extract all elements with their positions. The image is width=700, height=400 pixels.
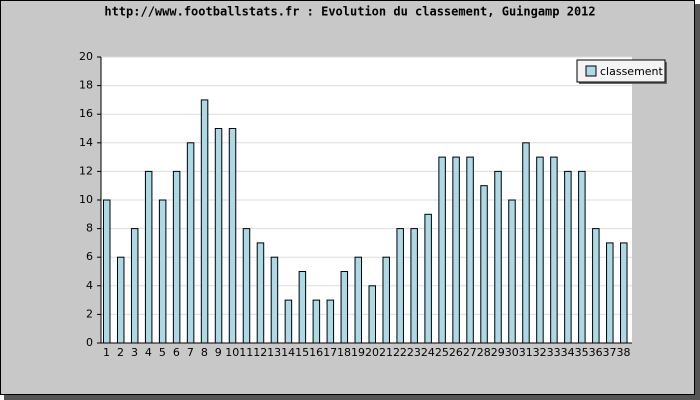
bar (396, 228, 404, 344)
x-tick-label: 9 (215, 346, 222, 359)
x-tick-label: 8 (201, 346, 208, 359)
bar (508, 199, 516, 344)
y-tick-label: 12 (79, 164, 93, 177)
legend-box (576, 59, 666, 83)
bar (466, 156, 474, 344)
bar (452, 156, 460, 344)
y-tick-label: 0 (86, 336, 93, 349)
x-tick-label: 24 (421, 346, 435, 359)
x-tick-label: 27 (463, 346, 477, 359)
x-tick-label: 30 (505, 346, 519, 359)
bar (354, 256, 363, 344)
x-tick-label: 13 (267, 346, 281, 359)
y-tick-label: 10 (79, 193, 93, 206)
bar (606, 242, 614, 344)
x-tick-label: 37 (603, 346, 617, 359)
bar (130, 228, 139, 344)
legend-label: classement (600, 65, 664, 78)
bar (438, 156, 446, 344)
bar (424, 213, 432, 344)
x-tick-label: 28 (477, 346, 491, 359)
x-tick-label: 19 (351, 346, 365, 359)
bar (564, 170, 572, 344)
x-tick-label: 29 (491, 346, 505, 359)
x-tick-label: 14 (281, 346, 295, 359)
y-tick-label: 2 (86, 307, 93, 320)
bar (158, 199, 167, 344)
bar (186, 142, 195, 344)
x-tick-label: 20 (365, 346, 379, 359)
bar (144, 170, 153, 344)
y-tick-label: 6 (86, 250, 93, 263)
y-tick-label: 20 (79, 50, 93, 63)
bar (480, 185, 488, 344)
x-tick-label: 18 (337, 346, 351, 359)
bar (382, 256, 390, 344)
y-tick-label: 4 (86, 279, 93, 292)
bar (228, 128, 237, 344)
x-tick-label: 12 (253, 346, 267, 359)
x-tick-label: 7 (187, 346, 194, 359)
bar (368, 285, 376, 344)
bar (103, 199, 111, 344)
x-tick-label: 16 (309, 346, 323, 359)
bar (536, 156, 544, 344)
x-tick-label: 31 (519, 346, 533, 359)
bar (312, 299, 321, 344)
x-tick-label: 6 (173, 346, 180, 359)
bar (172, 170, 181, 344)
x-tick-label: 21 (379, 346, 393, 359)
x-tick-label: 11 (239, 346, 253, 359)
bar (326, 299, 335, 344)
legend-swatch (585, 65, 597, 77)
x-tick-label: 32 (533, 346, 547, 359)
x-tick-label: 33 (547, 346, 561, 359)
x-tick-label: 3 (131, 346, 138, 359)
bar (578, 170, 586, 344)
x-tick-label: 38 (617, 346, 631, 359)
x-tick-label: 1 (103, 346, 110, 359)
x-tick-label: 22 (393, 346, 407, 359)
x-tick-label: 34 (561, 346, 575, 359)
bar (620, 242, 628, 344)
bar (592, 228, 600, 344)
x-tick-label: 35 (575, 346, 589, 359)
bar (550, 156, 558, 344)
bar (200, 99, 209, 344)
bar (340, 271, 349, 344)
x-tick-label: 2 (117, 346, 124, 359)
x-tick-label: 26 (449, 346, 463, 359)
bar (284, 299, 293, 344)
x-tick-label: 5 (159, 346, 166, 359)
bar (298, 271, 307, 344)
x-tick-label: 25 (435, 346, 449, 359)
bar (494, 170, 502, 344)
bar (270, 256, 279, 344)
bar (214, 128, 223, 344)
x-tick-label: 36 (589, 346, 603, 359)
x-tick-label: 17 (323, 346, 337, 359)
bar (256, 242, 265, 344)
y-tick-label: 18 (79, 79, 93, 92)
x-tick-label: 4 (145, 346, 152, 359)
x-tick-label: 10 (225, 346, 239, 359)
y-tick-label: 16 (79, 107, 93, 120)
y-tick-label: 8 (86, 222, 93, 235)
bar (242, 228, 251, 344)
bar (410, 228, 418, 344)
chart-title: http://www.footballstats.fr : Evolution … (104, 5, 595, 19)
y-tick-label: 14 (79, 136, 93, 149)
x-tick-label: 23 (407, 346, 421, 359)
bar (116, 256, 125, 344)
bar (522, 142, 530, 344)
x-tick-label: 15 (295, 346, 309, 359)
